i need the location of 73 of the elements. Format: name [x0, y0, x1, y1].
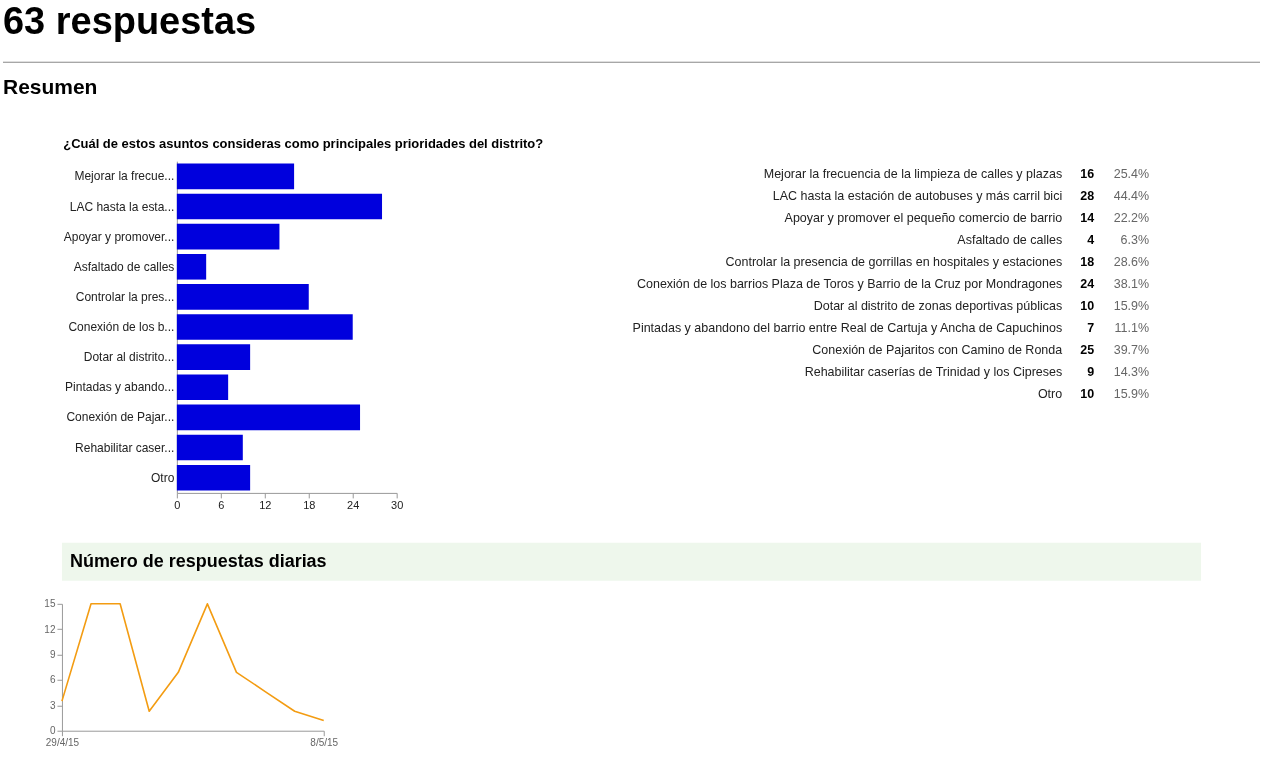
bar: [176, 434, 243, 461]
x-tick-label: 29/4/15: [45, 737, 80, 749]
y-tick-label: Conexión de Pajar...: [66, 410, 175, 425]
text: 22.2%: [1113, 211, 1150, 226]
x-tick-label: 6: [218, 499, 225, 512]
data-label: 7: [1087, 321, 1095, 336]
text: 28.6%: [1113, 255, 1150, 270]
text: 6.3%: [1120, 233, 1150, 248]
text: 14.3%: [1113, 365, 1150, 379]
x-tick-label: 30: [391, 499, 404, 512]
x-tick-label: 24: [347, 499, 360, 512]
y-tick-label: Dotar al distrito...: [83, 350, 175, 365]
category-label: Conexión de los barrios Plaza de Toros y Barrio de la Cruz por Mondragones: [636, 277, 1063, 292]
y-tick-label: Mejorar la frecue...: [74, 169, 175, 184]
text: 25.4%: [1113, 167, 1150, 182]
data-label: 16: [1080, 167, 1095, 182]
text: 63 respuestas: [3, 0, 257, 43]
category-label: Pintadas y abandono del barrio entre Real de Cartuja y Ancha de Capuchinos: [632, 321, 1063, 336]
y-tick-label: Controlar la pres...: [75, 289, 175, 304]
y-tick-label: Pintadas y abando...: [65, 380, 175, 395]
text: Resumen: [3, 75, 98, 99]
y-tick-label: Otro: [151, 470, 175, 485]
data-label: 4: [1087, 233, 1095, 248]
text: 15.9%: [1113, 386, 1150, 401]
category-label: Controlar la presencia de gorrillas en hospitales y estaciones: [725, 255, 1063, 270]
chart-title: ¿Cuál de estos asuntos consideras como principales prioridades del distrito?: [63, 136, 544, 152]
data-label: 14: [1080, 211, 1095, 226]
x-tick-label: 12: [259, 499, 272, 512]
y-tick-label: 12: [44, 623, 56, 635]
y-tick-label: Rehabilitar caser...: [75, 440, 175, 455]
category-label: Apoyar y promover el pequeño comercio de barrio: [784, 211, 1063, 226]
category-label: Mejorar la frecuencia de la limpieza de calles y plazas: [763, 167, 1063, 182]
category-label: Asfaltado de calles: [957, 233, 1063, 248]
bar: [176, 344, 251, 370]
y-tick-label: 9: [49, 649, 56, 661]
data-label: 28: [1080, 189, 1095, 204]
y-tick-label: Asfaltado de calles: [73, 259, 175, 274]
data-label: 9: [1087, 365, 1095, 379]
text: 44.4%: [1113, 189, 1150, 204]
bar: [176, 314, 353, 340]
text: 11.1%: [1114, 321, 1150, 336]
y-tick-label: Apoyar y promover...: [63, 229, 175, 244]
data-label: 10: [1080, 299, 1095, 314]
x-tick-label: 8/5/15: [310, 737, 339, 749]
bar: [176, 464, 251, 491]
category-label: Dotar al distrito de zonas deportivas públicas: [813, 299, 1063, 314]
line-series: [61, 603, 325, 722]
y-tick-label: Conexión de los b...: [68, 320, 175, 335]
text: 15.9%: [1113, 299, 1150, 314]
y-tick-label: 15: [44, 598, 56, 610]
x-tick-label: 18: [303, 499, 316, 512]
bar: [176, 404, 361, 431]
bar: [176, 163, 295, 190]
text: 39.7%: [1113, 343, 1150, 358]
category-label: Conexión de Pajaritos con Camino de Ronda: [812, 343, 1063, 358]
category-label: Otro: [1037, 386, 1063, 401]
bar: [176, 193, 383, 220]
y-tick-label: 3: [49, 699, 56, 711]
data-label: 10: [1080, 386, 1095, 401]
category-label: LAC hasta la estación de autobuses y más carril bici: [772, 189, 1063, 204]
data-label: 25: [1080, 343, 1095, 358]
y-tick-label: 6: [49, 674, 56, 686]
y-tick-label: LAC hasta la esta...: [69, 199, 175, 214]
bar: [176, 223, 280, 250]
category-label: Rehabilitar caserías de Trinidad y los Cipreses: [804, 365, 1063, 379]
bar: [176, 253, 207, 280]
bar: [176, 284, 309, 310]
data-label: 18: [1080, 255, 1095, 270]
bar: [176, 374, 229, 401]
y-tick-label: 0: [49, 725, 56, 737]
data-label: 24: [1080, 277, 1095, 292]
chart-title: Número de respuestas diarias: [69, 550, 327, 571]
text: 38.1%: [1113, 277, 1150, 292]
